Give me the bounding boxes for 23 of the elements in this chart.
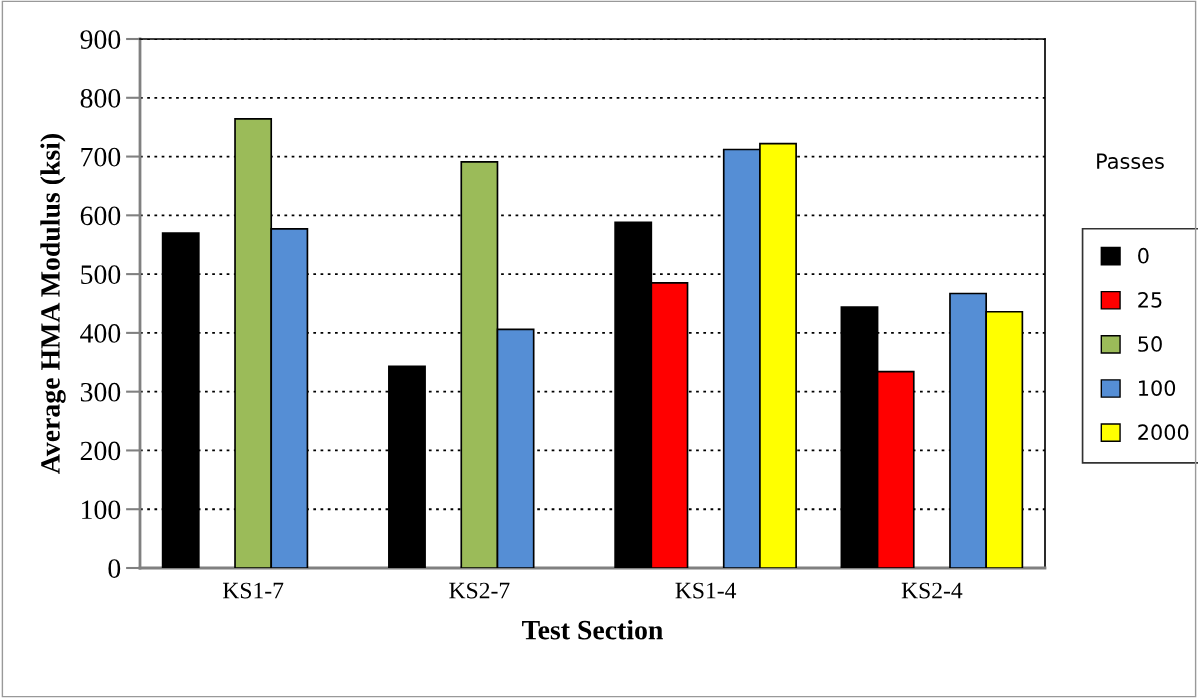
y-tick-label: 200 xyxy=(80,441,121,461)
legend-title: Passes xyxy=(1097,153,1164,170)
bar xyxy=(161,232,200,568)
y-tick-label: 500 xyxy=(81,265,121,285)
y-tick-label: 400 xyxy=(80,324,121,343)
y-axis-title: Average HMA Modulus (ksi) xyxy=(40,134,66,474)
x-tick-label: KS2-7 xyxy=(449,582,510,599)
legend-label: 100 xyxy=(1139,380,1176,396)
x-tick-label: KS2-4 xyxy=(901,582,963,599)
legend-label: 0 xyxy=(1138,247,1149,264)
legend-label: 50 xyxy=(1138,336,1162,352)
y-tick-label: 300 xyxy=(80,382,121,402)
x-tick-label: KS1-4 xyxy=(675,582,737,599)
legend-label: 25 xyxy=(1138,291,1162,308)
y-tick-label: 100 xyxy=(82,500,121,520)
y-tick-label: 800 xyxy=(80,88,121,108)
y-tick-label: 700 xyxy=(81,147,121,167)
y-tick-label: 600 xyxy=(80,206,121,226)
y-tick-label: 0 xyxy=(108,559,121,578)
x-axis-title: Test Section xyxy=(522,619,663,640)
y-tick-label: 900 xyxy=(80,30,121,49)
x-tick-label: KS1-7 xyxy=(222,582,284,599)
legend-label: 2000 xyxy=(1138,424,1189,441)
